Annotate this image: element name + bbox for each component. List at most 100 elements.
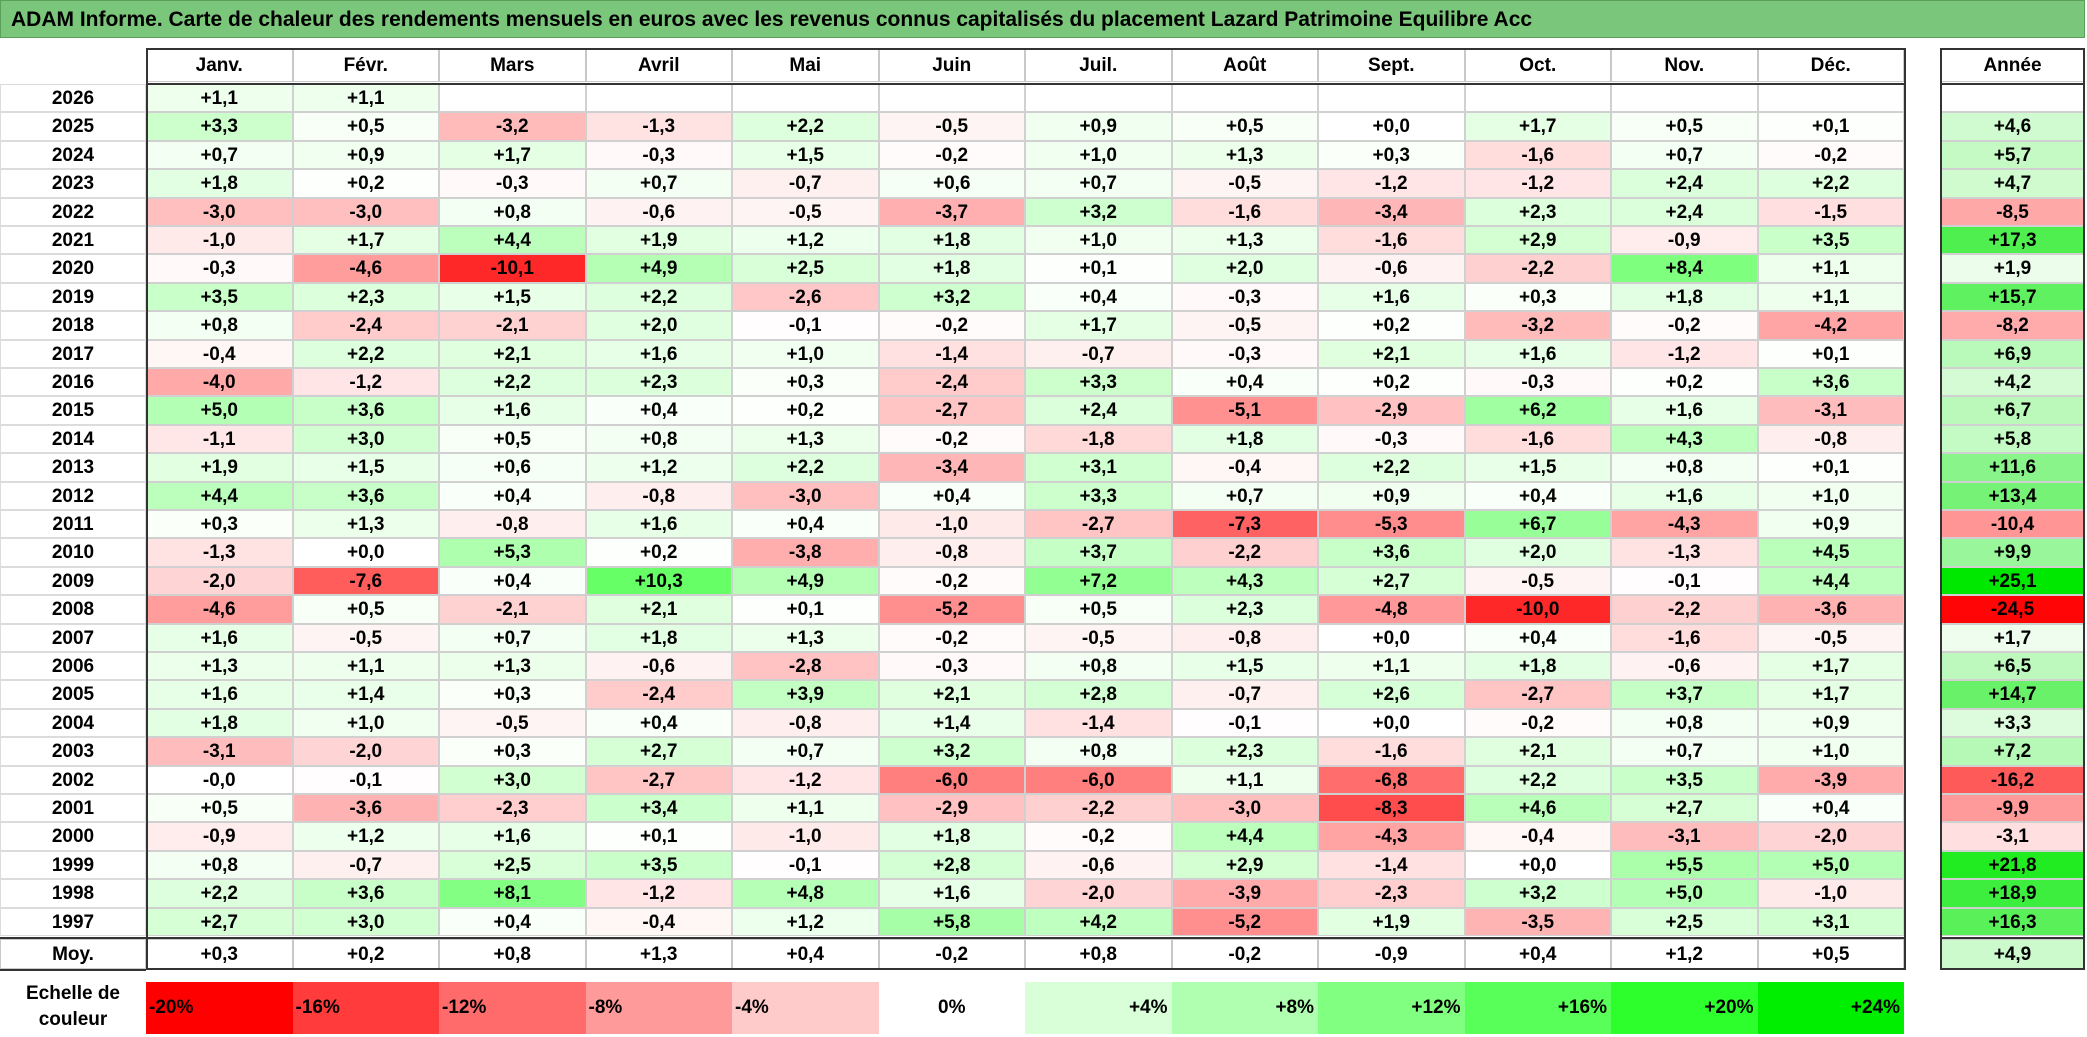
heatmap-cell: -6,8: [1318, 765, 1465, 794]
heatmap-cell: -1,1: [146, 424, 293, 454]
heatmap-cell: -2,1: [439, 311, 586, 340]
heatmap-cell: [1757, 84, 1904, 113]
heatmap-cell: +0,8: [439, 197, 586, 226]
heatmap-cell: +2,2: [1318, 453, 1465, 482]
heatmap-cell: -0,5: [878, 112, 1025, 141]
heatmap-cell: +0,6: [878, 169, 1025, 198]
heatmap-cell: +2,5: [1611, 907, 1758, 936]
heatmap-cell: +0,5: [292, 595, 439, 624]
year-label: 2024: [0, 140, 146, 170]
average-cell: -0,2: [1171, 939, 1318, 969]
heatmap-cell: -1,2: [1318, 169, 1465, 198]
heatmap-cell: -0,3: [878, 652, 1025, 681]
heatmap-cell: -0,5: [1171, 169, 1318, 198]
heatmap-cell: -1,0: [732, 822, 879, 851]
annual-cell: -9,9: [1940, 794, 2085, 823]
heatmap-cell: [878, 84, 1025, 113]
heatmap-cell: [585, 84, 732, 113]
heatmap-cell: -4,6: [146, 595, 293, 624]
heatmap-cell: +1,8: [878, 822, 1025, 851]
heatmap-cell: +4,9: [585, 254, 732, 283]
heatmap-cell: -1,3: [1611, 538, 1758, 567]
heatmap-cell: +0,3: [732, 368, 879, 397]
average-label: Moy.: [0, 939, 146, 969]
heatmap-cell: +0,4: [439, 907, 586, 936]
heatmap-cell: +2,3: [292, 282, 439, 312]
heatmap-cell: +2,2: [292, 339, 439, 368]
heatmap-cell: -0,2: [878, 566, 1025, 596]
year-label: 2009: [0, 566, 146, 596]
heatmap-cell: -4,6: [292, 254, 439, 283]
heatmap-cell: +2,0: [585, 311, 732, 340]
heatmap-cell: -3,0: [732, 481, 879, 510]
heatmap-cell: +3,0: [292, 424, 439, 454]
heatmap-cell: -0,5: [1464, 566, 1611, 596]
heatmap-cell: +2,6: [1318, 680, 1465, 709]
heatmap-cell: +1,0: [1757, 737, 1904, 766]
heatmap-cell: +0,3: [439, 737, 586, 766]
heatmap-cell: +0,7: [1611, 140, 1758, 170]
heatmap-cell: -0,8: [1171, 623, 1318, 652]
month-header: Août: [1171, 48, 1318, 82]
heatmap-cell: +4,3: [1611, 424, 1758, 454]
heatmap-cell: +1,8: [878, 254, 1025, 283]
annual-cell: +3,3: [1940, 708, 2085, 738]
heatmap-cell: +1,3: [1171, 140, 1318, 170]
heatmap-cell: [732, 84, 879, 113]
heatmap-cell: -2,2: [1464, 254, 1611, 283]
heatmap-cell: -3,1: [1611, 822, 1758, 851]
heatmap-cell: -2,4: [878, 368, 1025, 397]
month-header: Oct.: [1464, 48, 1611, 82]
heatmap-cell: +0,4: [1464, 623, 1611, 652]
heatmap-cell: +2,0: [1464, 538, 1611, 567]
heatmap-cell: +1,6: [585, 339, 732, 368]
heatmap-cell: -3,9: [1171, 879, 1318, 908]
heatmap-cell: +1,0: [292, 708, 439, 738]
heatmap-cell: +4,3: [1171, 566, 1318, 596]
heatmap-cell: +1,6: [146, 680, 293, 709]
heatmap-cell: +1,6: [1611, 396, 1758, 425]
heatmap-cell: -2,7: [878, 396, 1025, 425]
heatmap-cell: -0,2: [1757, 140, 1904, 170]
annual-cell: +13,4: [1940, 481, 2085, 510]
color-scale-swatch: -20%: [146, 982, 293, 1034]
heatmap-cell: +3,1: [1025, 453, 1172, 482]
heatmap-cell: -0,8: [732, 708, 879, 738]
heatmap-cell: +0,4: [878, 481, 1025, 510]
heatmap-cell: -3,8: [732, 538, 879, 567]
heatmap-cell: -0,1: [732, 311, 879, 340]
heatmap-cell: +0,8: [146, 311, 293, 340]
annual-cell: -8,2: [1940, 311, 2085, 340]
heatmap-cell: +4,4: [1171, 822, 1318, 851]
heatmap-cell: +0,3: [1318, 140, 1465, 170]
heatmap-cell: +1,3: [732, 424, 879, 454]
heatmap-cell: -0,5: [732, 197, 879, 226]
heatmap-cell: -0,3: [1318, 424, 1465, 454]
heatmap-cell: +1,6: [439, 396, 586, 425]
year-label: 2014: [0, 424, 146, 454]
heatmap-cell: -0,8: [878, 538, 1025, 567]
year-label: 2017: [0, 339, 146, 368]
heatmap-cell: +4,4: [146, 481, 293, 510]
year-label: 1997: [0, 907, 146, 936]
annual-cell: -3,1: [1940, 822, 2085, 851]
heatmap-cell: +3,5: [585, 850, 732, 880]
heatmap-cell: -2,8: [732, 652, 879, 681]
heatmap-cell: +5,8: [878, 907, 1025, 936]
heatmap-cell: -6,0: [878, 765, 1025, 794]
heatmap-cell: +2,9: [1171, 850, 1318, 880]
heatmap-cell: +1,6: [878, 879, 1025, 908]
year-label: 2004: [0, 708, 146, 738]
annual-cell: +5,8: [1940, 424, 2085, 454]
color-scale-swatch: +20%: [1611, 982, 1758, 1034]
heatmap-cell: +0,5: [1611, 112, 1758, 141]
heatmap-cell: +6,2: [1464, 396, 1611, 425]
heatmap-cell: -0,3: [1171, 282, 1318, 312]
heatmap-cell: +0,7: [585, 169, 732, 198]
heatmap-cell: +0,4: [1757, 794, 1904, 823]
heatmap-cell: +0,1: [1757, 339, 1904, 368]
annual-header: Année: [1940, 48, 2085, 82]
annual-cell: +4,6: [1940, 112, 2085, 141]
heatmap-cell: +5,0: [146, 396, 293, 425]
heatmap-cell: +0,9: [1318, 481, 1465, 510]
